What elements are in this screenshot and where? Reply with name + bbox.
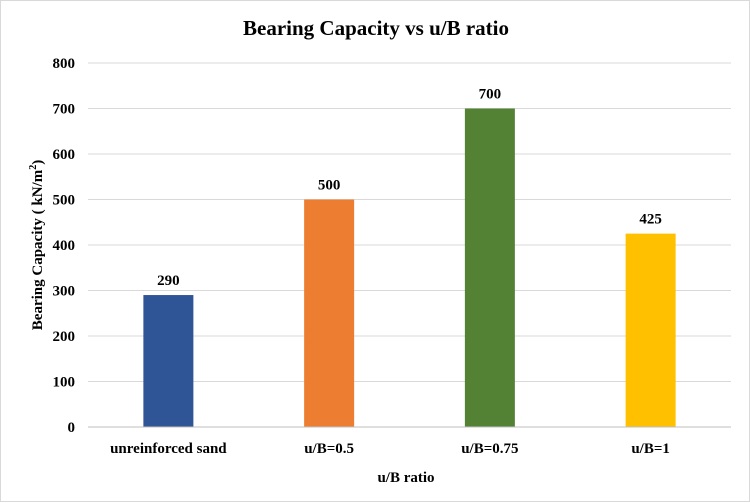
gridlines	[88, 62, 731, 382]
x-axis-ticks: unreinforced sand u/B=0.5 u/B=0.75 u/B=1	[110, 441, 670, 457]
y-tick-label: 600	[53, 147, 76, 163]
data-labels: 290 500 700 425	[157, 87, 662, 290]
data-label: 700	[479, 87, 502, 103]
y-axis-label-close: )	[30, 160, 46, 165]
x-tick-label: u/B=0.5	[304, 441, 354, 457]
x-tick-label: u/B=1	[631, 441, 670, 457]
bar	[304, 199, 355, 427]
y-axis-label: Bearing Capacity ( kN/m2)	[28, 160, 46, 330]
data-label: 425	[639, 212, 662, 228]
bar	[625, 233, 676, 427]
x-tick-label: u/B=0.75	[461, 441, 518, 457]
y-tick-label: 0	[68, 420, 76, 436]
bar	[464, 108, 515, 427]
y-tick-label: 500	[53, 193, 76, 209]
y-tick-label: 800	[53, 56, 76, 72]
x-axis-label: u/B ratio	[377, 470, 434, 486]
y-tick-label: 200	[53, 329, 76, 345]
y-axis-label-main: Bearing Capacity ( kN/m	[30, 169, 46, 330]
y-tick-label: 400	[53, 238, 76, 254]
data-label: 500	[318, 178, 341, 194]
x-tick-label: unreinforced sand	[110, 441, 227, 457]
y-tick-label: 300	[53, 284, 76, 300]
bar	[143, 295, 194, 427]
y-axis-label-superscript: 2	[28, 165, 39, 170]
data-label: 290	[157, 273, 180, 289]
y-axis-ticks: 0 100 200 300 400 500 600 700 800	[53, 56, 76, 436]
y-tick-label: 100	[53, 375, 76, 391]
chart-title: Bearing Capacity vs u/B ratio	[243, 16, 509, 40]
y-tick-label: 700	[53, 102, 76, 118]
bars	[143, 108, 676, 427]
